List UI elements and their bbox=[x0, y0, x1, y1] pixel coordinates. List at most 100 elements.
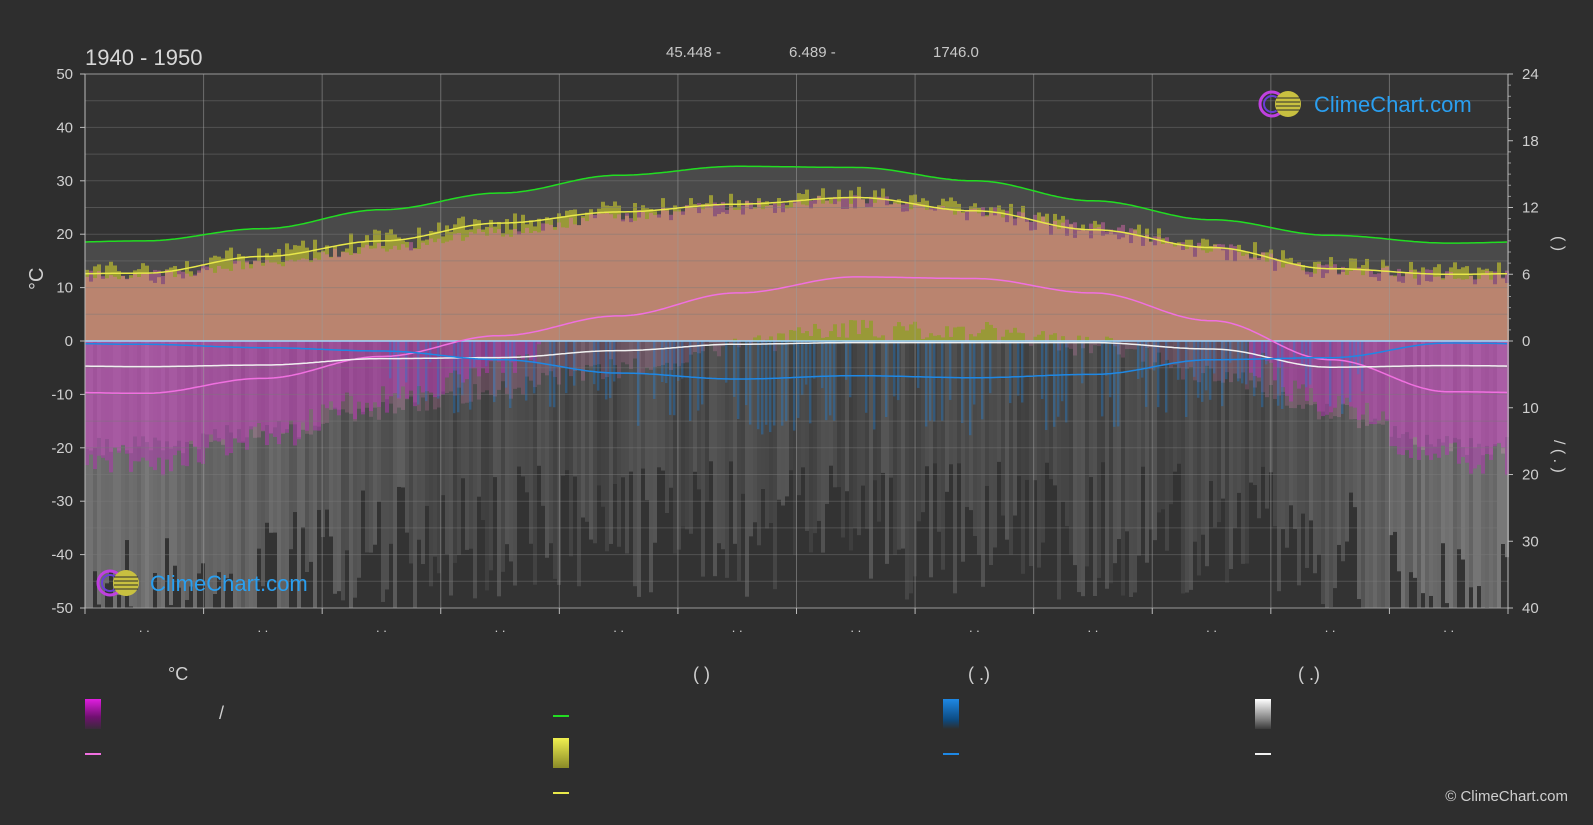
precipitation-bar bbox=[741, 341, 745, 494]
temperature-min-bar bbox=[249, 341, 253, 430]
rain-bar bbox=[661, 341, 664, 383]
sunshine-bar bbox=[653, 211, 657, 341]
precipitation-bar bbox=[997, 341, 1001, 462]
rain-bar bbox=[745, 341, 748, 406]
temperature-range-bar bbox=[1177, 243, 1181, 368]
precipitation-bar bbox=[133, 341, 137, 608]
rain-bar bbox=[1241, 341, 1244, 384]
temperature-min-bar bbox=[497, 341, 501, 362]
temperature-range-bar bbox=[621, 219, 625, 363]
precipitation-bar bbox=[745, 341, 749, 597]
precipitation-bar bbox=[621, 341, 625, 478]
precipitation-bar bbox=[1373, 341, 1377, 608]
temperature-range-bar bbox=[917, 203, 921, 329]
temperature-min-bar bbox=[1261, 341, 1265, 353]
precipitation-bar bbox=[1133, 341, 1137, 593]
temperature-min-bar bbox=[185, 341, 189, 467]
rain-bar bbox=[1185, 341, 1188, 417]
temperature-range-bar bbox=[617, 214, 621, 379]
rain-bar bbox=[805, 341, 808, 385]
rain-bar bbox=[925, 341, 928, 427]
right-axis-hours-label: 18 bbox=[1522, 133, 1539, 150]
precipitation-bar bbox=[709, 341, 713, 462]
precipitation-bar bbox=[669, 341, 673, 488]
sunshine-bar bbox=[693, 204, 697, 341]
temperature-range-bar bbox=[1033, 214, 1037, 337]
precipitation-bar bbox=[229, 341, 233, 574]
sunshine-bar bbox=[1133, 229, 1137, 341]
sunshine-bar bbox=[1453, 262, 1457, 341]
sunshine-bar bbox=[425, 239, 429, 341]
precipitation-bar bbox=[1245, 341, 1249, 564]
temperature-min-bar bbox=[305, 341, 309, 431]
precipitation-bar bbox=[1469, 341, 1473, 588]
precipitation-bar bbox=[701, 341, 705, 577]
temperature-range-bar bbox=[1281, 267, 1285, 392]
rain-bar bbox=[873, 341, 876, 430]
temperature-min-bar bbox=[317, 341, 321, 431]
temperature-range-bar bbox=[1025, 219, 1029, 344]
temperature-range-bar bbox=[713, 202, 717, 352]
temperature-range-bar bbox=[793, 199, 797, 331]
rain-bar bbox=[981, 341, 984, 420]
temperature-range-bar bbox=[805, 205, 809, 332]
sunshine-bar bbox=[941, 198, 945, 341]
precipitation-bar bbox=[1449, 341, 1453, 608]
temperature-range-bar bbox=[1065, 219, 1069, 348]
sunshine-bar bbox=[385, 232, 389, 341]
precipitation-bar bbox=[1421, 341, 1425, 594]
month-tick-label: . . bbox=[1443, 620, 1454, 635]
temperature-range-bar bbox=[1161, 243, 1165, 365]
rain-bar bbox=[1141, 341, 1144, 378]
temperature-min-bar bbox=[445, 341, 449, 378]
sunshine-bar bbox=[493, 226, 497, 341]
temperature-range-bar bbox=[533, 231, 537, 388]
temperature-range-bar bbox=[449, 240, 453, 392]
temperature-min-bar bbox=[1405, 341, 1409, 451]
sunshine-bar bbox=[925, 200, 929, 341]
temperature-range-bar bbox=[789, 207, 793, 331]
sunshine-bar bbox=[1081, 224, 1085, 341]
rain-bar bbox=[525, 341, 528, 401]
month-tick-label: . . bbox=[1325, 620, 1336, 635]
temperature-min-bar bbox=[217, 341, 221, 442]
sunshine-bar bbox=[969, 206, 973, 341]
legend-temp-range-label: / bbox=[219, 703, 225, 723]
precipitation-bar bbox=[897, 341, 901, 550]
right-axis-bottom-label: / ( . ) bbox=[1550, 440, 1567, 473]
precipitation-bar bbox=[1233, 341, 1237, 528]
right-axis-mm-label: 40 bbox=[1522, 600, 1539, 617]
temperature-range-bar bbox=[889, 204, 893, 341]
temperature-min-bar bbox=[1365, 341, 1369, 403]
sunshine-bar bbox=[173, 266, 177, 341]
rain-bar bbox=[1045, 341, 1048, 431]
precipitation-bar bbox=[1477, 341, 1481, 587]
legend-temp-mean-swatch bbox=[85, 753, 101, 755]
precipitation-bar bbox=[505, 341, 509, 545]
sunshine-bar bbox=[1205, 239, 1209, 341]
precipitation-bar bbox=[1357, 341, 1361, 600]
sunshine-bar bbox=[129, 275, 133, 341]
precipitation-bar bbox=[869, 341, 873, 579]
temperature-min-bar bbox=[1409, 341, 1413, 458]
sunshine-bar bbox=[85, 269, 89, 341]
precipitation-bar bbox=[245, 341, 249, 608]
rain-bar bbox=[1353, 341, 1356, 366]
temperature-range-bar bbox=[797, 201, 801, 328]
precipitation-bar bbox=[553, 341, 557, 579]
temperature-min-bar bbox=[525, 341, 529, 355]
sunshine-bar bbox=[589, 209, 593, 341]
sunshine-bar bbox=[121, 276, 125, 341]
precipitation-bar bbox=[1301, 341, 1305, 514]
precipitation-bar bbox=[137, 341, 141, 608]
temperature-range-bar bbox=[1249, 257, 1253, 381]
temperature-range-bar bbox=[657, 214, 661, 367]
precipitation-bar bbox=[569, 341, 573, 557]
sunshine-bar bbox=[1337, 274, 1341, 341]
temperature-min-bar bbox=[517, 341, 521, 356]
temperature-range-bar bbox=[401, 244, 405, 410]
temperature-range-bar bbox=[817, 196, 821, 329]
sunshine-bar bbox=[1145, 228, 1149, 341]
sunshine-bar bbox=[1261, 252, 1265, 341]
brand-logo-text: ClimeChart.com bbox=[1314, 92, 1472, 117]
